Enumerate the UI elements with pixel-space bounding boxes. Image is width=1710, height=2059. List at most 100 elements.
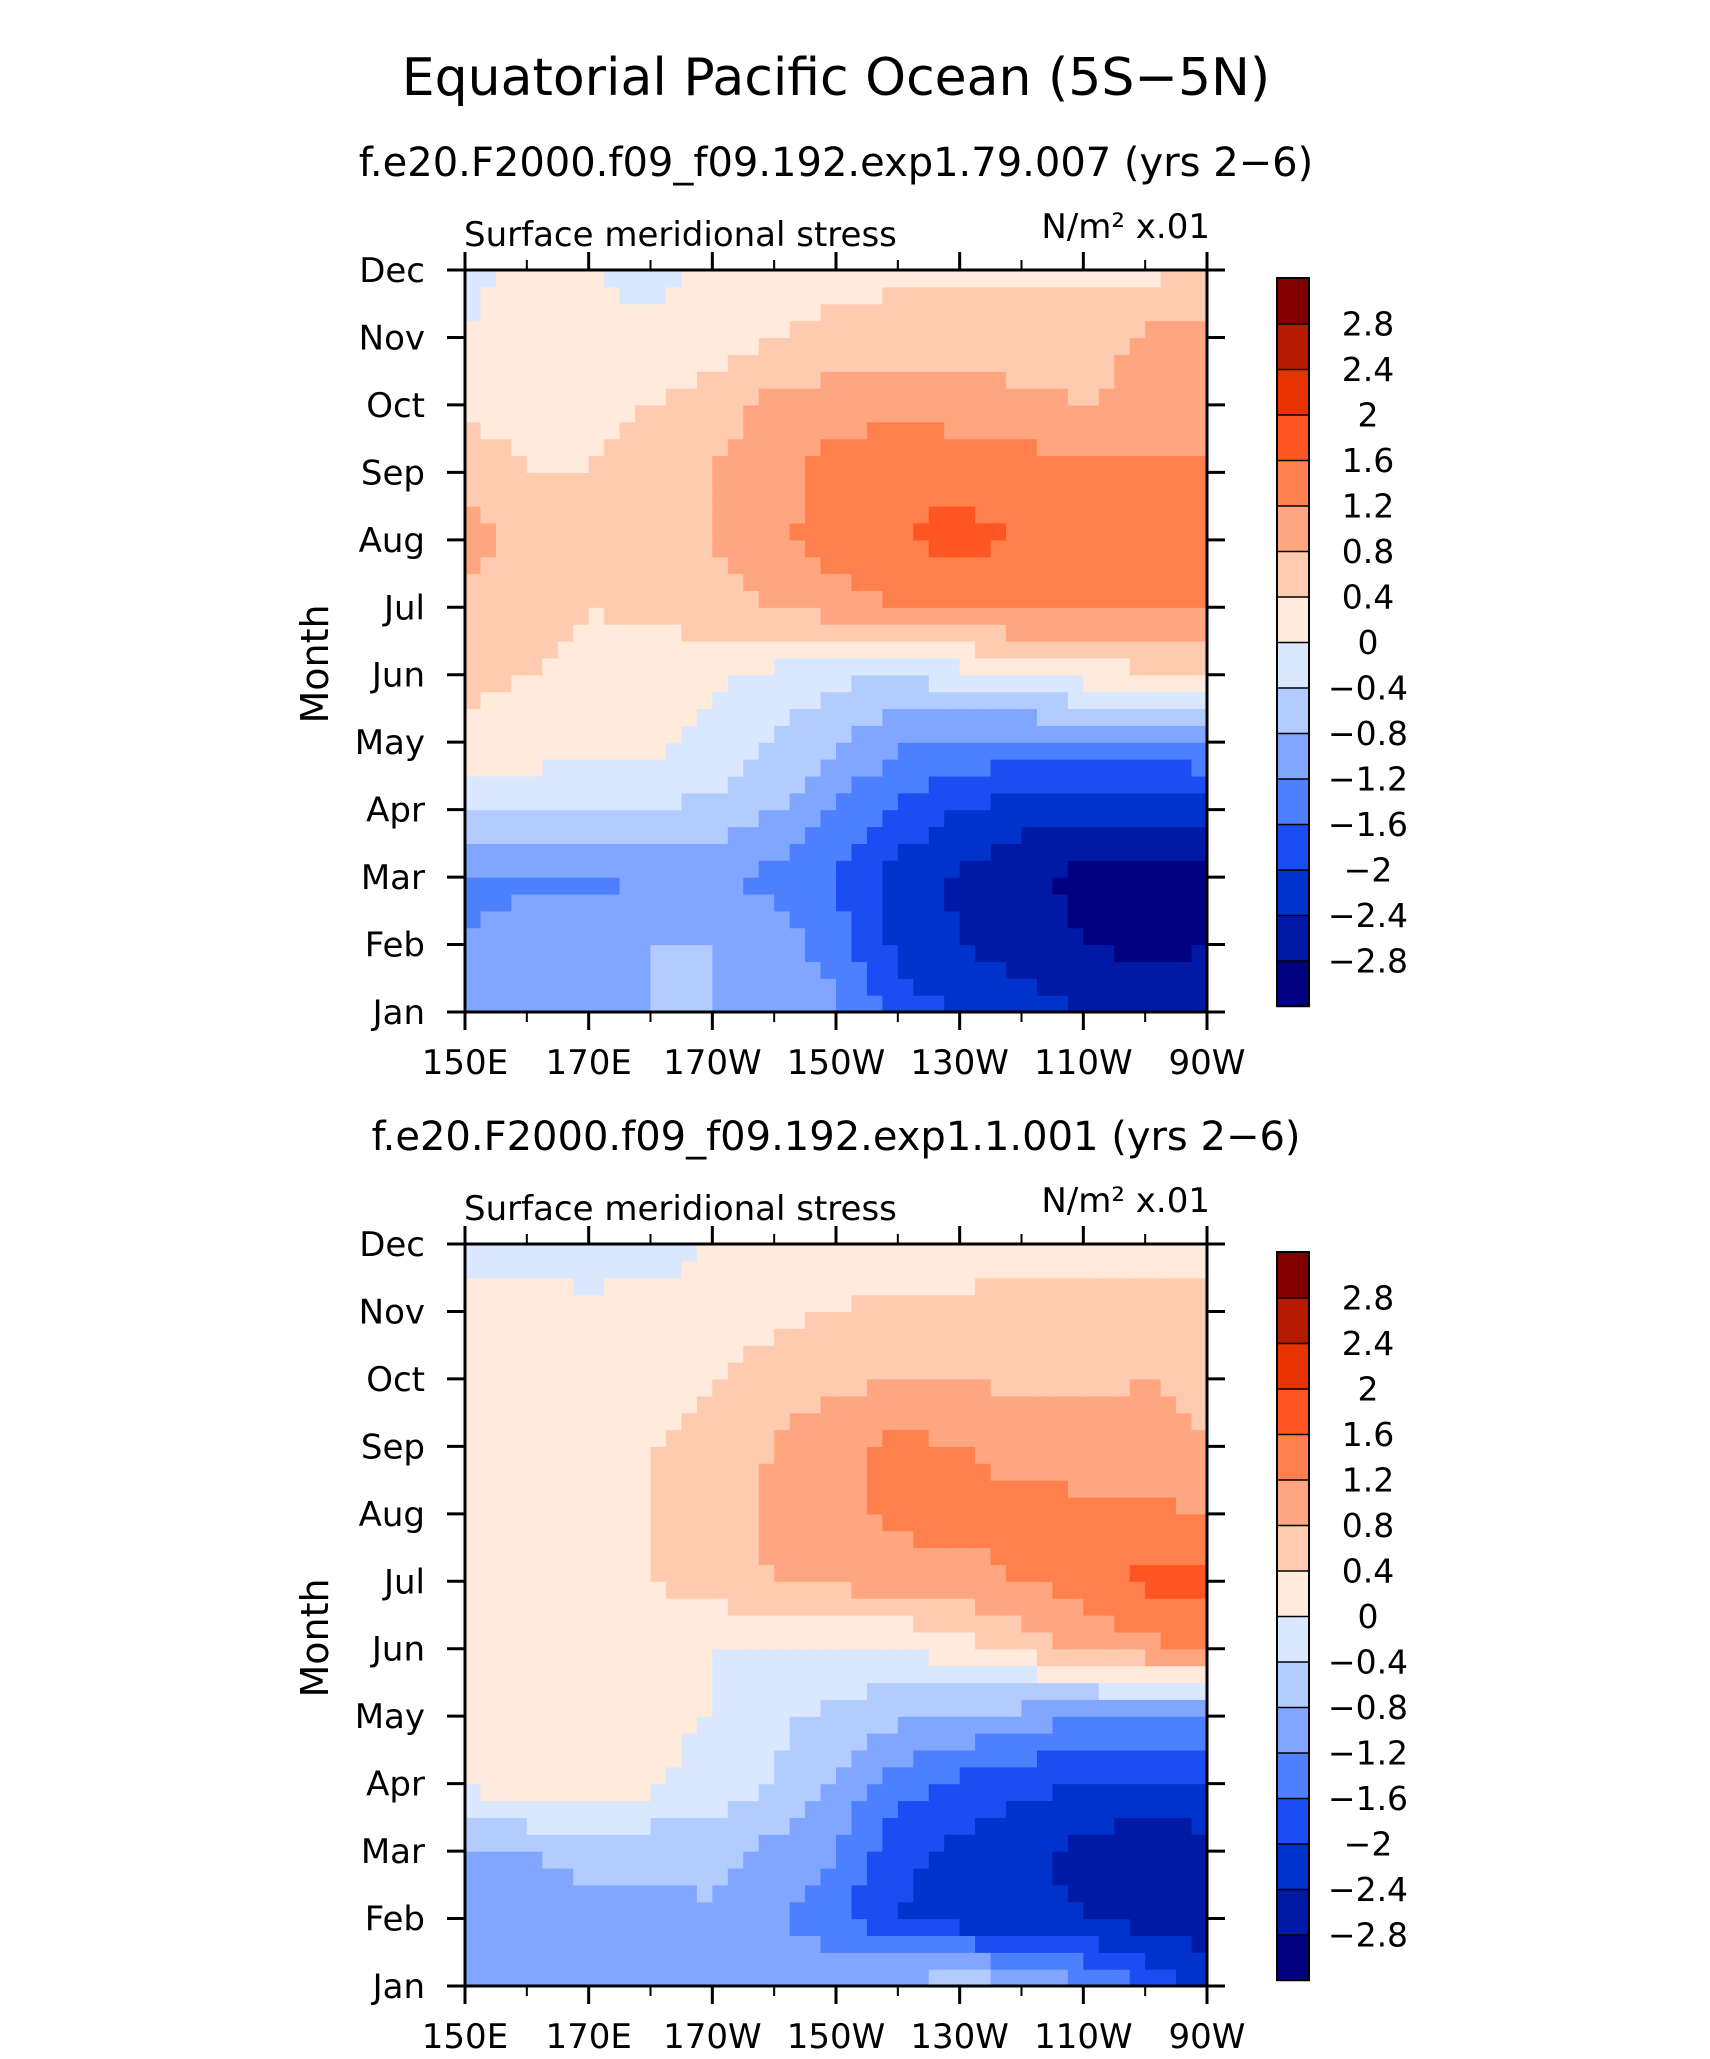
- heatmap-cell: [944, 944, 961, 963]
- heatmap-cell: [990, 590, 1007, 608]
- heatmap-cell: [1067, 404, 1084, 423]
- heatmap-cell: [681, 1952, 698, 1970]
- heatmap-cell: [1021, 522, 1038, 541]
- heatmap-cell: [975, 1817, 992, 1835]
- heatmap-cell: [820, 1766, 837, 1785]
- heatmap-cell: [866, 1345, 883, 1363]
- heatmap-cell: [526, 1362, 543, 1380]
- heatmap-cell: [913, 354, 930, 372]
- heatmap-cell: [1114, 877, 1131, 895]
- heatmap-cell: [1176, 624, 1193, 642]
- heatmap-cell: [557, 1969, 574, 1987]
- heatmap-cell: [1114, 1631, 1131, 1650]
- heatmap-cell: [866, 961, 883, 979]
- heatmap-cell: [588, 489, 605, 507]
- heatmap-cell: [495, 1716, 512, 1734]
- heatmap-cell: [928, 1429, 945, 1447]
- heatmap-cell: [758, 1598, 775, 1616]
- heatmap-cell: [1114, 1328, 1131, 1346]
- heatmap-cell: [866, 725, 883, 743]
- heatmap-cell: [1083, 1817, 1100, 1835]
- heatmap-cell: [1176, 1598, 1193, 1616]
- heatmap-cell: [1006, 893, 1023, 912]
- heatmap-cell: [959, 320, 976, 339]
- heatmap-cell: [604, 556, 621, 575]
- heatmap-cell: [1129, 1733, 1146, 1751]
- heatmap-cell: [727, 1547, 744, 1566]
- heatmap-cell: [727, 1463, 744, 1481]
- heatmap-cell: [526, 792, 543, 811]
- heatmap-cell: [712, 1496, 729, 1515]
- heatmap-cell: [696, 371, 713, 389]
- heatmap-cell: [928, 978, 945, 996]
- heatmap-cell: [1006, 641, 1023, 659]
- heatmap-cell: [727, 910, 744, 929]
- heatmap-cell: [1052, 1952, 1069, 1970]
- heatmap-cell: [557, 961, 574, 979]
- heatmap-cell: [1098, 337, 1115, 355]
- heatmap-cell: [495, 1345, 512, 1363]
- heatmap-cell: [696, 337, 713, 355]
- heatmap-cell: [975, 1412, 992, 1431]
- heatmap-cell: [975, 489, 992, 507]
- heatmap-cell: [495, 388, 512, 406]
- heatmap-cell: [975, 893, 992, 912]
- heatmap-cell: [758, 843, 775, 861]
- heatmap-cell: [1021, 1867, 1038, 1886]
- heatmap-cell: [588, 354, 605, 372]
- heatmap-cell: [588, 1530, 605, 1549]
- heatmap-cell: [758, 725, 775, 743]
- heatmap-cell: [774, 455, 791, 473]
- heatmap-cell: [789, 893, 806, 912]
- heatmap-cell: [1067, 1345, 1084, 1363]
- heatmap-cell: [897, 725, 914, 743]
- heatmap-cell: [975, 1530, 992, 1549]
- heatmap-cell: [557, 775, 574, 794]
- heatmap-cell: [1067, 725, 1084, 743]
- heatmap-cell: [928, 1564, 945, 1582]
- heatmap-cell: [975, 995, 992, 1013]
- heatmap-cell: [619, 1598, 636, 1616]
- heatmap-cell: [975, 1463, 992, 1481]
- heatmap-cell: [897, 944, 914, 963]
- heatmap-cell: [897, 1615, 914, 1633]
- heatmap-cell: [588, 792, 605, 811]
- heatmap-cell: [1114, 961, 1131, 979]
- heatmap-cell: [897, 995, 914, 1013]
- heatmap-cell: [557, 1244, 574, 1262]
- heatmap-cell: [1176, 978, 1193, 996]
- heatmap-cell: [820, 843, 837, 861]
- heatmap-cell: [975, 1547, 992, 1566]
- heatmap-cell: [882, 1783, 899, 1802]
- heatmap-cell: [557, 877, 574, 895]
- heatmap-cell: [511, 1277, 528, 1296]
- heatmap-cell: [836, 1463, 853, 1481]
- heatmap-cell: [480, 1530, 497, 1549]
- heatmap-cell: [1114, 320, 1131, 339]
- heatmap-cell: [990, 1817, 1007, 1835]
- heatmap-cell: [650, 674, 667, 693]
- heatmap-cell: [1083, 1834, 1100, 1852]
- heatmap-cell: [1021, 826, 1038, 844]
- heatmap-cell: [866, 1935, 883, 1953]
- heatmap-cell: [1021, 1395, 1038, 1414]
- heatmap-cell: [975, 1867, 992, 1886]
- heatmap-cell: [1098, 1513, 1115, 1532]
- heatmap-cell: [635, 1665, 652, 1684]
- heatmap-cell: [959, 927, 976, 946]
- heatmap-cell: [975, 1648, 992, 1667]
- heatmap-cell: [1176, 809, 1193, 828]
- heatmap-cell: [1083, 1429, 1100, 1447]
- heatmap-cell: [820, 1817, 837, 1835]
- heatmap-cell: [805, 1446, 822, 1464]
- heatmap-cell: [758, 1311, 775, 1329]
- heatmap-cell: [1083, 1766, 1100, 1785]
- heatmap-cell: [1114, 286, 1131, 305]
- heatmap-cell: [650, 1749, 667, 1768]
- heatmap-cell: [526, 1463, 543, 1481]
- heatmap-cell: [897, 1699, 914, 1717]
- heatmap-cell: [1098, 1378, 1115, 1397]
- heatmap-cell: [526, 1378, 543, 1397]
- heatmap-cell: [1145, 1244, 1162, 1262]
- heatmap-cell: [727, 556, 744, 575]
